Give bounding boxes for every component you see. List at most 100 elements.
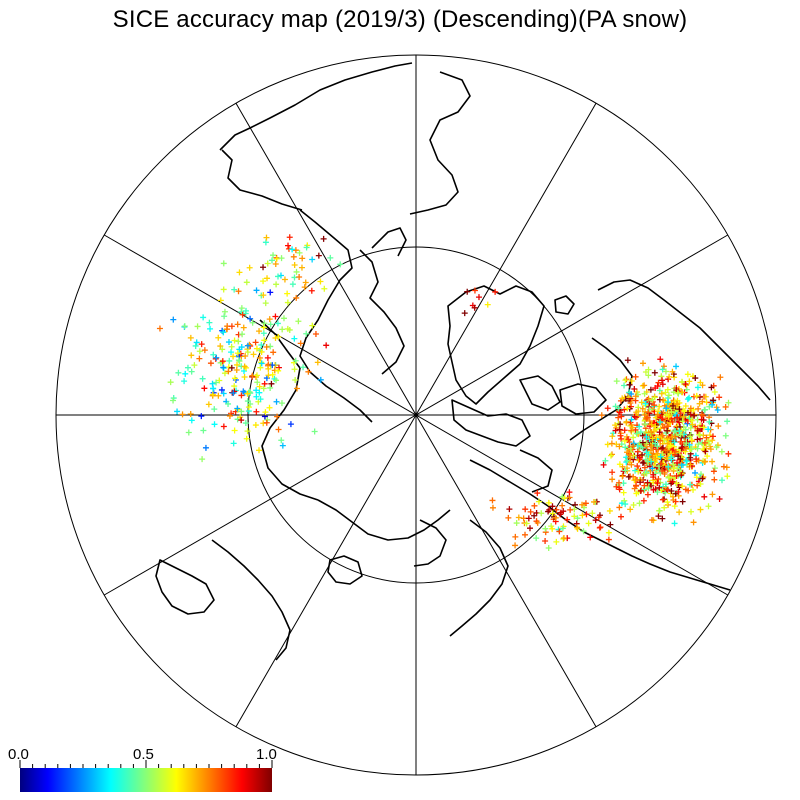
colorbar-max-label: 1.0 [256,746,277,763]
accuracy-marker [512,542,519,549]
accuracy-marker [636,423,643,430]
accuracy-marker [216,377,223,384]
accuracy-marker [231,337,238,344]
accuracy-marker [545,544,552,551]
accuracy-marker [654,489,661,496]
accuracy-marker [639,405,646,412]
accuracy-marker [571,513,578,520]
accuracy-marker [711,389,718,395]
accuracy-marker [461,310,468,317]
accuracy-marker [625,473,632,480]
accuracy-marker [690,486,697,493]
accuracy-marker [665,455,672,462]
accuracy-marker [668,408,675,415]
accuracy-marker [618,413,625,420]
accuracy-marker [239,311,246,318]
accuracy-marker [644,479,651,486]
accuracy-marker [337,261,344,268]
accuracy-marker [523,520,530,527]
accuracy-marker [583,511,590,518]
accuracy-marker [548,523,555,530]
accuracy-marker [184,364,191,371]
accuracy-marker [596,524,603,531]
accuracy-marker [671,503,678,510]
accuracy-marker [677,431,684,438]
accuracy-marker [260,292,267,299]
accuracy-marker [225,339,232,346]
accuracy-marker [705,426,712,433]
accuracy-marker [628,416,635,423]
accuracy-marker [585,520,592,527]
accuracy-marker [244,349,251,356]
accuracy-marker [201,385,208,392]
accuracy-marker [608,451,615,458]
accuracy-marker [658,390,665,397]
accuracy-marker [512,533,519,540]
accuracy-marker [235,357,242,364]
accuracy-marker [188,417,195,424]
accuracy-marker [680,413,687,420]
accuracy-marker [622,467,629,474]
accuracy-marker [505,514,512,521]
accuracy-marker [640,360,646,367]
accuracy-marker [616,426,623,433]
accuracy-marker [471,287,478,294]
accuracy-marker [293,268,300,275]
accuracy-marker [647,386,654,393]
accuracy-marker [542,537,549,544]
accuracy-marker [305,368,312,375]
accuracy-marker [665,463,672,470]
accuracy-marker [506,506,513,513]
accuracy-marker [279,442,286,449]
accuracy-marker [260,330,267,337]
accuracy-marker [671,451,678,458]
accuracy-marker [640,497,647,504]
accuracy-marker [272,313,279,320]
accuracy-marker [657,419,664,426]
accuracy-marker [607,521,614,528]
accuracy-marker [658,445,665,452]
accuracy-marker [697,481,704,488]
accuracy-marker [625,436,632,443]
accuracy-marker [198,341,205,348]
accuracy-marker [174,408,181,415]
accuracy-marker [678,378,685,385]
accuracy-marker [694,427,701,434]
accuracy-marker [709,491,716,498]
accuracy-marker [621,497,628,504]
accuracy-marker [275,333,282,340]
accuracy-marker [655,513,662,520]
accuracy-marker [262,300,269,307]
accuracy-marker [264,275,271,282]
accuracy-marker [220,329,227,336]
coastline-far-east [449,519,509,637]
accuracy-marker [175,369,182,376]
accuracy-marker [170,316,177,323]
accuracy-marker [181,378,188,385]
accuracy-marker [258,359,265,366]
accuracy-marker [244,398,251,405]
accuracy-marker [694,436,701,443]
accuracy-marker [615,414,622,421]
accuracy-marker [699,398,706,405]
accuracy-marker [277,272,284,279]
accuracy-marker [673,401,680,408]
accuracy-marker [607,452,614,459]
accuracy-marker [542,525,549,532]
accuracy-marker [652,440,659,447]
accuracy-marker [651,455,658,462]
accuracy-marker [658,456,665,463]
accuracy-marker [649,396,656,403]
accuracy-marker [256,354,263,361]
colorbar-ticks [19,760,273,768]
accuracy-marker [609,469,616,476]
accuracy-marker [293,294,300,301]
accuracy-marker [665,399,672,406]
accuracy-marker [238,305,245,312]
accuracy-marker [695,441,702,448]
accuracy-marker [645,372,652,379]
accuracy-marker [655,475,662,482]
accuracy-marker [641,390,648,397]
accuracy-marker [602,457,609,464]
accuracy-marker [660,363,667,370]
